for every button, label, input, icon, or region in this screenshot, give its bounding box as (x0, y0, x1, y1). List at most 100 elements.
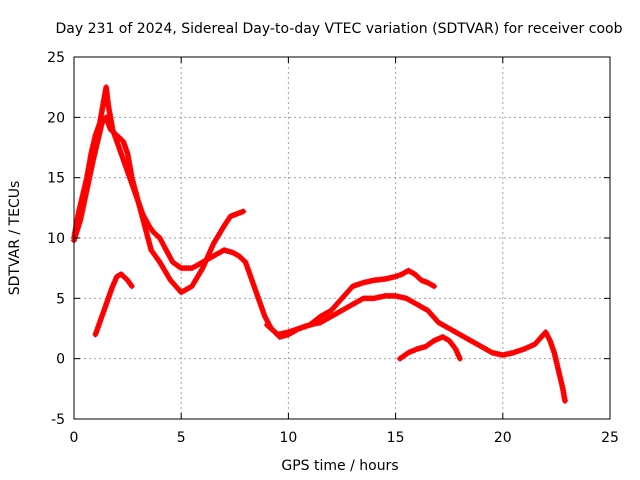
data-point (78, 217, 83, 222)
data-point (93, 332, 98, 337)
data-point (307, 322, 312, 327)
data-point (511, 350, 516, 355)
data-point (102, 308, 107, 313)
data-point (110, 284, 115, 289)
data-point (350, 284, 355, 289)
x-tick-label: 15 (387, 430, 405, 446)
data-point (168, 278, 173, 283)
series-track (396, 333, 463, 362)
y-tick-label: 25 (47, 50, 65, 66)
data-point (479, 344, 484, 349)
data-point (447, 338, 452, 343)
data-point (393, 274, 398, 279)
series-layer (71, 84, 568, 404)
data-point (397, 356, 402, 361)
data-point (151, 229, 156, 234)
data-point (99, 121, 104, 126)
chart-title: Day 231 of 2024, Sidereal Day-to-day VTE… (56, 21, 623, 37)
y-tick-label: 0 (56, 352, 65, 368)
data-point (179, 266, 184, 271)
axis-ticks: 0 5 10 15 20 25 -5 0 5 10 15 20 25 (47, 50, 619, 446)
data-point (547, 338, 552, 343)
y-tick-label: -5 (51, 412, 65, 428)
data-point (340, 296, 344, 301)
data-point (532, 342, 537, 347)
data-point (447, 326, 452, 331)
data-point (425, 280, 430, 285)
data-point (400, 272, 405, 277)
data-point (340, 308, 344, 313)
data-point (243, 260, 248, 265)
data-point (262, 314, 267, 319)
data-point (114, 133, 119, 138)
data-point (230, 250, 235, 255)
x-tick-label: 5 (177, 430, 186, 446)
data-point (275, 332, 280, 337)
data-point (372, 278, 377, 283)
data-point (372, 296, 377, 301)
series-track (263, 292, 568, 404)
data-point (125, 151, 130, 156)
data-point (256, 296, 261, 301)
data-point (237, 254, 242, 259)
data-point (432, 338, 437, 343)
data-point (142, 223, 147, 228)
data-point (200, 266, 205, 271)
data-point (91, 157, 96, 162)
data-point (149, 248, 154, 253)
data-point (453, 347, 458, 352)
data-point (423, 344, 428, 349)
data-point (106, 103, 111, 108)
x-tick-label: 0 (70, 430, 79, 446)
data-point (415, 302, 420, 307)
data-point (415, 347, 420, 352)
data-point (419, 278, 424, 283)
data-point (329, 314, 334, 319)
data-point (157, 260, 162, 265)
x-tick-label: 20 (494, 430, 512, 446)
data-point (106, 296, 111, 301)
x-axis-label: GPS time / hours (281, 458, 398, 474)
data-point (552, 350, 557, 355)
y-axis-label: SDTVAR / TECUs (7, 181, 23, 296)
data-point (129, 284, 134, 289)
data-point (125, 278, 130, 283)
data-point (157, 236, 162, 240)
y-tick-label: 20 (47, 110, 65, 126)
data-point (412, 272, 417, 277)
data-point (382, 293, 387, 298)
data-point (436, 320, 441, 325)
data-point (457, 332, 462, 337)
data-point (543, 330, 548, 335)
data-point (95, 139, 100, 144)
data-point (382, 277, 387, 282)
data-point (189, 266, 194, 271)
data-point (147, 223, 152, 228)
y-tick-label: 5 (56, 291, 65, 307)
data-point (104, 85, 109, 90)
data-point (228, 214, 233, 219)
data-point (393, 293, 398, 298)
data-point (560, 386, 565, 391)
data-point (108, 127, 113, 132)
series-track (92, 271, 135, 338)
data-point (318, 314, 323, 319)
data-point (404, 296, 409, 301)
data-point (264, 322, 269, 327)
data-point (539, 334, 544, 339)
data-point (361, 296, 366, 301)
data-point (189, 284, 194, 289)
data-point (97, 320, 102, 325)
data-point (350, 302, 355, 307)
data-point (222, 223, 227, 228)
data-point (121, 139, 126, 144)
data-point (286, 330, 291, 335)
data-point (102, 97, 107, 102)
data-point (522, 347, 527, 352)
data-point (361, 280, 366, 285)
series-track (71, 114, 247, 296)
data-point (129, 175, 134, 180)
data-point (114, 274, 119, 279)
data-point (562, 398, 567, 403)
